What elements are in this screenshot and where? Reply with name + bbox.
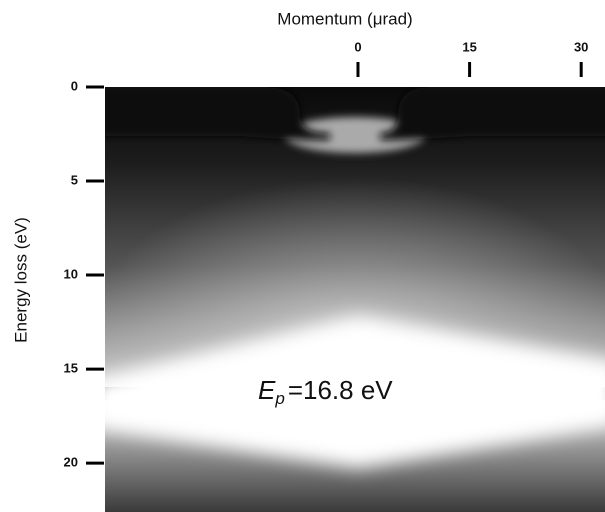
- x-tick-label: 0: [354, 39, 361, 54]
- y-tick-label: 0: [71, 78, 78, 93]
- y-tick-label: 15: [64, 361, 78, 376]
- page: Momentum (μrad) Energy loss (eV) Ep=16.8…: [0, 0, 605, 512]
- y-tick-label: 20: [64, 455, 78, 470]
- annotation-symbol: E: [258, 375, 276, 405]
- chart: Momentum (μrad) Energy loss (eV) Ep=16.8…: [0, 0, 605, 512]
- annotation-subscript: p: [274, 389, 284, 408]
- y-tick-label: 10: [64, 266, 78, 281]
- x-axis-title: Momentum (μrad): [277, 9, 412, 28]
- y-axis-title: Energy loss (eV): [11, 217, 30, 343]
- intensity-map: [90, 87, 605, 512]
- y-tick-label: 5: [71, 172, 78, 187]
- x-tick-label: 15: [462, 39, 476, 54]
- annotation-text: =16.8 eV: [288, 375, 393, 405]
- x-tick-label: 30: [574, 39, 588, 54]
